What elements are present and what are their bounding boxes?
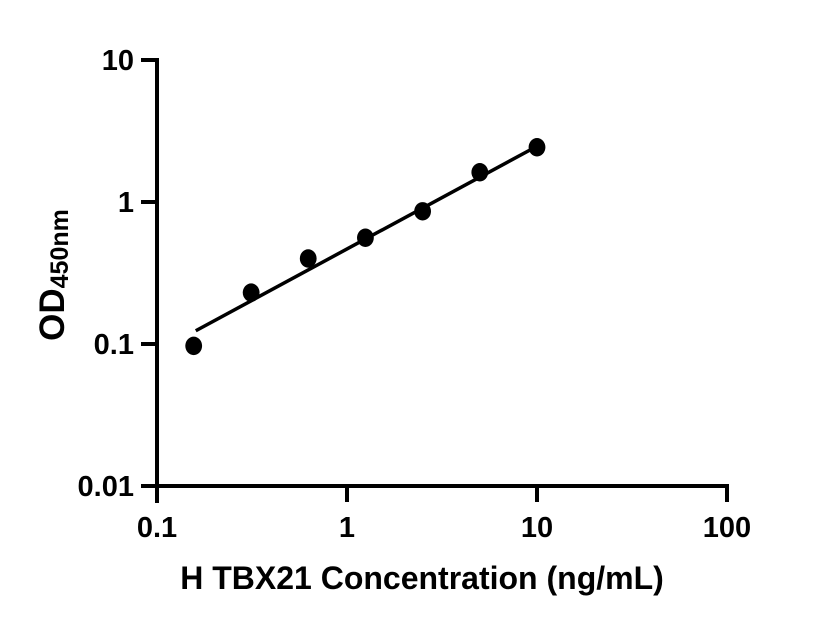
y-tick-label: 10 bbox=[102, 45, 134, 77]
x-tick-label: 1 bbox=[339, 512, 355, 544]
data-point bbox=[299, 249, 317, 268]
data-point bbox=[357, 228, 374, 247]
data-point bbox=[185, 336, 203, 356]
x-tick-label: 100 bbox=[703, 512, 751, 544]
data-point bbox=[471, 163, 489, 182]
y-axis-title-sub: 450nm bbox=[46, 209, 75, 289]
data-point bbox=[242, 283, 260, 302]
y-axis-title: OD450nm bbox=[27, 125, 79, 425]
data-point bbox=[414, 202, 432, 221]
data-point bbox=[528, 138, 546, 157]
y-tick-label: 0.1 bbox=[94, 329, 134, 361]
x-tick-label: 10 bbox=[521, 512, 553, 544]
y-tick-label: 0.01 bbox=[78, 471, 134, 503]
x-axis-title: H TBX21 Concentration (ng/mL) bbox=[180, 560, 664, 596]
y-axis-title-main: OD bbox=[33, 288, 72, 341]
y-tick-label: 1 bbox=[118, 187, 134, 219]
x-tick-label: 0.1 bbox=[137, 512, 177, 544]
